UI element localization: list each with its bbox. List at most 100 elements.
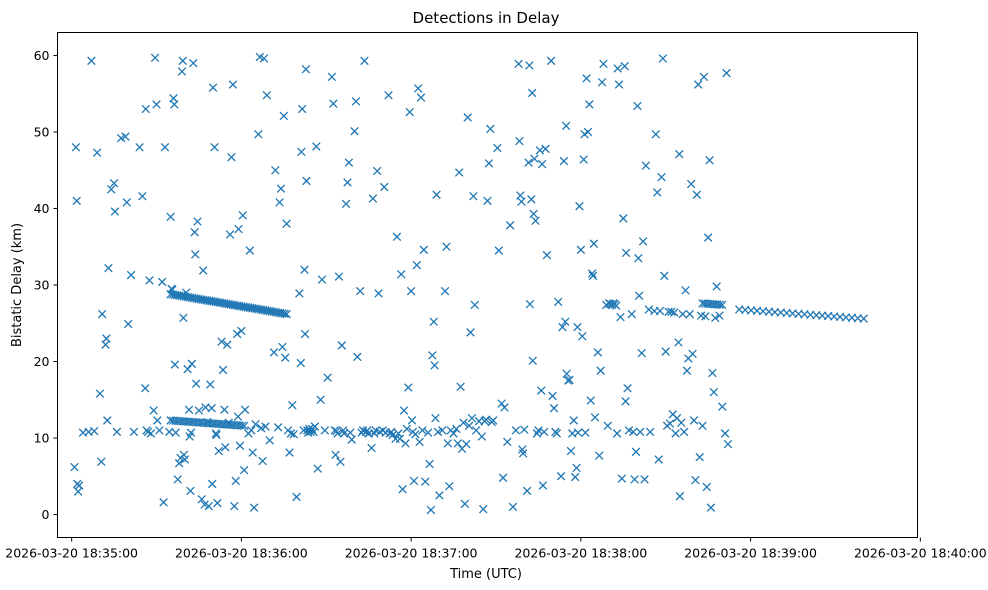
data-point bbox=[187, 359, 197, 369]
data-point bbox=[247, 426, 256, 435]
data-point bbox=[135, 143, 144, 152]
data-point bbox=[288, 400, 297, 410]
data-point bbox=[179, 313, 188, 323]
y-tick-label: 60 bbox=[34, 48, 50, 63]
data-point bbox=[671, 429, 680, 438]
data-point bbox=[611, 301, 621, 310]
data-point bbox=[327, 72, 337, 82]
data-point bbox=[675, 149, 684, 159]
data-point bbox=[320, 426, 330, 435]
data-point bbox=[500, 403, 509, 412]
data-point bbox=[384, 90, 393, 100]
data-point bbox=[539, 427, 549, 437]
data-point bbox=[720, 429, 730, 438]
data-point bbox=[208, 83, 218, 92]
data-point bbox=[657, 172, 666, 182]
data-point bbox=[206, 380, 215, 389]
data-point-track-B bbox=[239, 421, 249, 431]
data-point-track-C bbox=[715, 300, 725, 309]
data-point bbox=[350, 126, 359, 136]
data-point bbox=[302, 176, 311, 186]
data-point bbox=[204, 501, 214, 511]
data-point bbox=[589, 239, 599, 248]
data-point bbox=[121, 132, 130, 141]
data-point bbox=[152, 100, 161, 109]
data-point bbox=[428, 351, 437, 360]
data-point bbox=[103, 416, 112, 425]
data-point bbox=[597, 77, 607, 87]
data-point bbox=[392, 232, 402, 242]
data-point bbox=[186, 428, 196, 437]
data-point bbox=[529, 209, 538, 219]
data-point bbox=[351, 97, 361, 106]
y-tick-label: 10 bbox=[34, 431, 50, 446]
data-point bbox=[524, 158, 533, 167]
data-point bbox=[685, 309, 695, 319]
data-point bbox=[416, 93, 426, 102]
data-point bbox=[679, 427, 689, 437]
data-point bbox=[95, 389, 105, 398]
data-point bbox=[561, 121, 571, 131]
data-point bbox=[198, 266, 208, 275]
data-point bbox=[106, 185, 116, 194]
data-point bbox=[238, 211, 248, 220]
data-point bbox=[718, 402, 727, 411]
data-point bbox=[669, 308, 679, 317]
data-point bbox=[703, 233, 713, 242]
data-point bbox=[297, 147, 306, 157]
data-point bbox=[346, 428, 355, 437]
data-point bbox=[409, 476, 419, 486]
data-point bbox=[259, 54, 269, 63]
data-point bbox=[442, 242, 451, 252]
data-point bbox=[630, 475, 639, 484]
data-point bbox=[546, 56, 556, 66]
data-point bbox=[542, 250, 552, 260]
data-point bbox=[276, 184, 286, 193]
data-point bbox=[585, 100, 594, 109]
data-point bbox=[102, 334, 111, 343]
data-point bbox=[297, 104, 307, 114]
data-point bbox=[486, 124, 495, 134]
data-point-track-C bbox=[718, 300, 727, 310]
data-point bbox=[477, 432, 487, 441]
data-point bbox=[353, 352, 362, 362]
data-point bbox=[183, 364, 192, 374]
data-point bbox=[530, 154, 539, 164]
data-point bbox=[722, 68, 731, 78]
data-point bbox=[317, 275, 327, 284]
data-point bbox=[593, 348, 603, 357]
data-point bbox=[170, 360, 180, 369]
data-point bbox=[104, 263, 113, 273]
data-point bbox=[576, 245, 586, 255]
data-point bbox=[273, 423, 283, 432]
data-point-track-A bbox=[282, 309, 291, 319]
data-point bbox=[636, 427, 645, 437]
data-point bbox=[286, 429, 296, 438]
data-point bbox=[168, 285, 177, 294]
data-point-track-A bbox=[280, 309, 289, 318]
data-point bbox=[483, 196, 492, 206]
data-point bbox=[344, 158, 354, 167]
data-point bbox=[505, 221, 515, 230]
data-point bbox=[72, 196, 81, 206]
data-point bbox=[698, 421, 707, 431]
data-markers bbox=[70, 52, 869, 515]
data-point bbox=[265, 436, 274, 445]
data-point bbox=[418, 426, 427, 435]
data-point bbox=[309, 427, 318, 437]
data-point bbox=[565, 375, 574, 385]
data-point bbox=[628, 427, 638, 437]
data-point bbox=[578, 332, 587, 341]
data-point bbox=[706, 503, 716, 512]
data-point bbox=[709, 387, 719, 397]
data-point bbox=[638, 237, 648, 246]
data-point bbox=[398, 485, 407, 494]
data-point bbox=[71, 143, 81, 152]
data-point bbox=[627, 309, 637, 319]
data-point bbox=[678, 309, 687, 319]
data-point bbox=[323, 373, 332, 382]
data-point bbox=[211, 429, 221, 438]
data-point bbox=[233, 412, 243, 421]
data-point bbox=[454, 168, 464, 177]
